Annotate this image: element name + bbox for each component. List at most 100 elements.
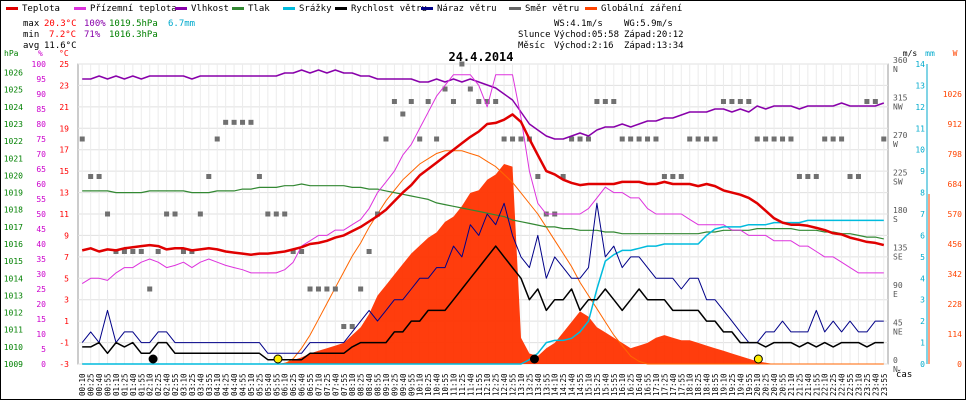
series-wind-speed (82, 245, 884, 361)
x-tick-label: 13:40 (534, 373, 543, 396)
wind-direction-point (510, 136, 516, 142)
x-tick-label: 10:10 (416, 373, 425, 396)
tick-label-pct: 0 (41, 360, 46, 369)
tick-label-pct: 75 (36, 135, 46, 144)
tick-label-dir-name: E (893, 290, 898, 299)
wind-direction-point (577, 136, 583, 142)
x-tick-label: 13:10 (517, 373, 526, 396)
legend-label: Globální záření (601, 4, 682, 14)
wind-direction-point (796, 174, 802, 179)
wind-direction-point (628, 136, 634, 142)
info-ws: WS:4.1m/s (554, 19, 603, 29)
wind-direction-point (332, 286, 338, 292)
wind-direction-point (172, 211, 178, 217)
tick-label-hpa: 1011 (4, 326, 23, 335)
x-tick-label: 16:25 (627, 373, 636, 396)
tick-label-mm: 10 (915, 146, 925, 155)
tick-label-hpa: 1018 (4, 206, 23, 215)
legend-label: Srážky (299, 4, 332, 14)
x-tick-label: 07:55 (340, 373, 349, 396)
x-tick-label: 01:40 (129, 373, 138, 396)
x-tick-label: 07:10 (314, 373, 323, 396)
x-tick-label: 02:25 (154, 373, 163, 396)
x-tick-label: 15:25 (593, 373, 602, 396)
wind-direction-point (830, 136, 836, 142)
wind-direction-point (147, 286, 153, 292)
tick-label-mm: 11 (915, 124, 925, 133)
tick-label-mm: 14 (915, 60, 925, 69)
tick-label-dir: 225 (893, 169, 908, 178)
wind-direction-point (442, 86, 448, 92)
tick-label-rad: 342 (948, 270, 963, 279)
x-tick-label: 19:25 (728, 373, 737, 396)
legend-swatch (175, 7, 187, 10)
x-tick-label: 05:10 (247, 373, 256, 396)
wind-direction-point (493, 99, 499, 104)
wind-direction-point (518, 136, 524, 142)
x-tick-label: 20:55 (779, 373, 788, 396)
wind-direction-point (223, 119, 229, 125)
x-tick-label: 03:25 (188, 373, 197, 396)
legend-swatch (335, 7, 347, 10)
wind-direction-point (425, 99, 431, 104)
wind-direction-point (467, 86, 473, 92)
stat-max-hum: 100% (84, 19, 106, 29)
wind-direction-point (240, 119, 246, 125)
tick-label-dir: 0 (893, 356, 898, 365)
x-tick-label: 16:55 (644, 373, 653, 396)
stat-min-temp: 7.2°C (49, 30, 76, 40)
wind-direction-point (349, 324, 355, 329)
series-temperature (81, 113, 885, 256)
legend-label: Náraz větru (437, 4, 497, 14)
x-tick-label: 05:55 (272, 373, 281, 396)
x-tick-label: 15:40 (601, 373, 610, 396)
wind-direction-point (400, 111, 406, 117)
series-layer (79, 61, 887, 365)
wind-direction-point (619, 136, 625, 142)
wind-direction-point (864, 99, 870, 104)
stat-avg-label: avg (23, 41, 39, 51)
series-humidity (82, 69, 885, 140)
stat-avg-temp: 11.6°C (44, 41, 77, 51)
wind-direction-point (695, 136, 701, 142)
info-sun-rise: Východ:05:58 (554, 30, 619, 40)
info-block: WS:4.1m/s WG:5.9m/s Slunce Východ:05:58 … (518, 19, 684, 51)
wind-direction-point (214, 136, 220, 142)
tick-label-rad: 912 (948, 120, 963, 129)
wind-direction-point (408, 99, 414, 104)
wind-direction-point (273, 211, 279, 217)
x-tick-label: 09:40 (399, 373, 408, 396)
tick-label-pct: 90 (36, 90, 46, 99)
axis-unit-right: m/s (903, 49, 918, 58)
legend-label: Teplota (22, 4, 60, 14)
tick-label-dir-name: W (893, 140, 898, 149)
wind-direction-point (594, 99, 600, 104)
x-tick-label: 13:55 (542, 373, 551, 396)
x-tick-label: 04:10 (213, 373, 222, 396)
tick-label-hpa: 1015 (4, 257, 23, 266)
wind-direction-point (265, 211, 271, 217)
info-sun-set: Západ:20:12 (624, 30, 684, 40)
x-tick-label: 14:10 (551, 373, 560, 396)
wind-direction-point (653, 136, 659, 142)
x-tick-label: 06:10 (281, 373, 290, 396)
wind-direction-point (822, 136, 828, 142)
tick-label-rad: 228 (948, 300, 963, 309)
tick-label-hpa: 1024 (4, 103, 23, 112)
x-tick-label: 01:10 (112, 373, 121, 396)
tick-label-rad: 0 (957, 360, 962, 369)
tick-label-temp: 5 (64, 274, 69, 283)
wind-direction-point (121, 249, 127, 254)
tick-label-pct: 100 (32, 60, 47, 69)
wind-direction-point (79, 136, 85, 142)
wind-direction-point (661, 174, 667, 179)
tick-label-mm: 6 (920, 231, 925, 240)
wind-direction-point (180, 249, 186, 254)
series-ground-temp (81, 74, 884, 285)
wind-direction-point (197, 211, 203, 217)
sunrise-marker (273, 354, 283, 364)
x-tick-label: 03:10 (179, 373, 188, 396)
wind-direction-point (459, 61, 465, 67)
x-tick-label: 03:55 (205, 373, 214, 396)
